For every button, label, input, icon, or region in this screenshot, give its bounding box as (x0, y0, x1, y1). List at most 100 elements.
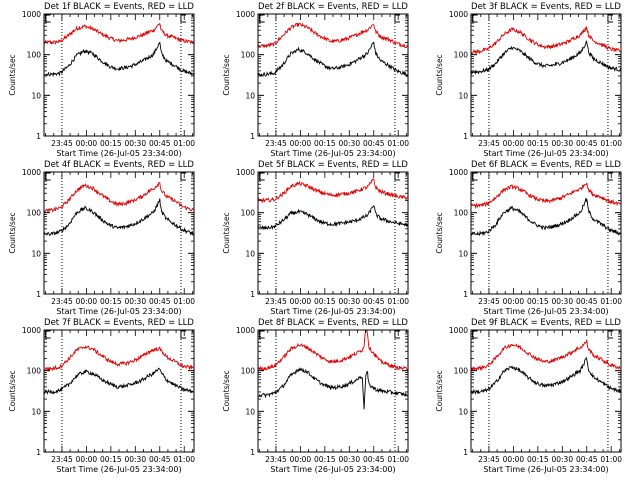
panel-det-7f: Det 7f BLACK = Events, RED = LLD 1 10 100 10… (8, 318, 195, 474)
x-tick-label: 00:30 (124, 297, 146, 306)
panel-det-1f: Det 1f BLACK = Events, RED = LLD 1 10 100 10… (8, 2, 195, 158)
x-axis-ticks: 23:45 00:00 00:15 00:30 00:45 01:00 (472, 330, 622, 464)
series-line-events (471, 356, 621, 395)
dotted-vlines (275, 14, 396, 136)
y-axis-label: Counts/sec (435, 212, 444, 253)
y-axis-ticks: 1 10 100 1000 (449, 10, 621, 141)
x-axis-label: Start Time (26-Jul-05 23:34:00) (56, 149, 181, 158)
x-tick-label: 01:00 (173, 139, 195, 148)
y-tick-label: 1 (463, 132, 468, 141)
time-marker-2 (394, 330, 400, 339)
panel-title: Det 4f BLACK = Events, RED = LLD (44, 160, 194, 170)
x-tick-label: 23:45 (478, 455, 500, 464)
x-tick-label: 00:00 (290, 455, 312, 464)
series-line-lld (258, 22, 408, 49)
y-tick-label: 1000 (22, 326, 41, 335)
series-line-events (44, 367, 194, 395)
x-tick-label: 00:15 (100, 297, 122, 306)
y-axis-ticks: 1 10 100 1000 (236, 326, 408, 457)
x-tick-label: 01:00 (600, 455, 622, 464)
y-tick-label: 10 (245, 249, 255, 258)
x-axis-ticks: 23:45 00:00 00:15 00:30 00:45 01:00 (259, 330, 409, 464)
series-line-lld (44, 23, 194, 46)
time-marker-2 (607, 330, 613, 339)
x-tick-label: 00:45 (576, 139, 598, 148)
x-tick-label: 00:45 (363, 139, 385, 148)
panel-det-4f: Det 4f BLACK = Events, RED = LLD 1 10 100 10… (8, 160, 195, 316)
x-axis-ticks: 23:45 00:00 00:15 00:30 00:45 01:00 (45, 330, 195, 464)
x-tick-label: 00:30 (124, 139, 146, 148)
x-axis-label: Start Time (26-Jul-05 23:34:00) (483, 149, 608, 158)
x-axis-ticks: 23:45 00:00 00:15 00:30 00:45 01:00 (45, 14, 195, 148)
y-axis-ticks: 1 10 100 1000 (449, 326, 621, 457)
dotted-vlines (61, 172, 182, 294)
time-marker-1 (259, 172, 265, 181)
series-line-lld (258, 178, 408, 204)
x-axis-ticks: 23:45 00:00 00:15 00:30 00:45 01:00 (472, 14, 622, 148)
panel-title: Det 5f BLACK = Events, RED = LLD (258, 160, 408, 170)
y-tick-label: 1 (463, 290, 468, 299)
panel-title: Det 3f BLACK = Events, RED = LLD (471, 2, 621, 12)
x-tick-label: 23:45 (51, 139, 73, 148)
x-axis-label: Start Time (26-Jul-05 23:34:00) (56, 465, 181, 474)
x-tick-label: 01:00 (173, 455, 195, 464)
time-marker-2 (180, 330, 186, 339)
y-tick-label: 100 (241, 51, 256, 60)
time-marker-2 (180, 172, 186, 181)
y-tick-label: 1 (36, 290, 41, 299)
x-tick-label: 00:00 (76, 455, 98, 464)
x-tick-label: 00:45 (576, 297, 598, 306)
x-tick-label: 23:45 (265, 297, 287, 306)
panel-det-2f: Det 2f BLACK = Events, RED = LLD 1 10 100 10… (222, 2, 409, 158)
time-marker-1 (472, 172, 478, 181)
time-marker-2 (394, 172, 400, 181)
y-axis-label: Counts/sec (222, 370, 231, 411)
y-tick-label: 10 (458, 407, 468, 416)
y-tick-label: 100 (454, 209, 469, 218)
time-marker-1 (45, 14, 51, 23)
y-tick-label: 1000 (22, 10, 41, 19)
y-tick-label: 10 (458, 249, 468, 258)
y-axis-ticks: 1 10 100 1000 (236, 168, 408, 299)
y-tick-label: 1 (36, 132, 41, 141)
panel-det-6f: Det 6f BLACK = Events, RED = LLD 1 10 100 10… (435, 160, 622, 316)
y-tick-label: 10 (31, 91, 41, 100)
x-tick-label: 23:45 (265, 455, 287, 464)
y-axis-label: Counts/sec (435, 54, 444, 95)
x-tick-label: 23:45 (478, 139, 500, 148)
x-tick-label: 00:00 (503, 297, 525, 306)
dotted-vlines (275, 172, 396, 294)
x-tick-label: 00:15 (314, 297, 336, 306)
y-tick-label: 1000 (449, 168, 468, 177)
panel-det-8f: Det 8f BLACK = Events, RED = LLD 1 10 100 10… (222, 318, 409, 474)
x-tick-label: 00:45 (576, 455, 598, 464)
y-axis-ticks: 1 10 100 1000 (22, 326, 194, 457)
series-line-lld (44, 345, 194, 372)
x-tick-label: 00:15 (527, 455, 549, 464)
y-tick-label: 1000 (236, 168, 255, 177)
series-line-events (44, 41, 194, 78)
y-tick-label: 1000 (236, 10, 255, 19)
y-tick-label: 1 (250, 448, 255, 457)
panel-title: Det 2f BLACK = Events, RED = LLD (258, 2, 408, 12)
y-tick-label: 100 (241, 209, 256, 218)
y-tick-label: 10 (31, 249, 41, 258)
x-tick-label: 00:00 (503, 455, 525, 464)
dotted-vlines (488, 14, 609, 136)
x-tick-label: 00:30 (551, 139, 573, 148)
x-tick-label: 00:15 (314, 139, 336, 148)
x-tick-label: 01:00 (387, 297, 409, 306)
x-tick-label: 00:00 (290, 139, 312, 148)
x-tick-label: 00:00 (290, 297, 312, 306)
y-axis-label: Counts/sec (222, 212, 231, 253)
x-tick-label: 00:00 (76, 297, 98, 306)
x-axis-label: Start Time (26-Jul-05 23:34:00) (270, 149, 395, 158)
panel-title: Det 9f BLACK = Events, RED = LLD (471, 318, 621, 328)
x-tick-label: 00:15 (527, 297, 549, 306)
x-tick-label: 00:15 (527, 139, 549, 148)
x-tick-label: 23:45 (51, 455, 73, 464)
time-marker-2 (607, 172, 613, 181)
series-line-events (258, 41, 408, 78)
y-tick-label: 10 (245, 91, 255, 100)
